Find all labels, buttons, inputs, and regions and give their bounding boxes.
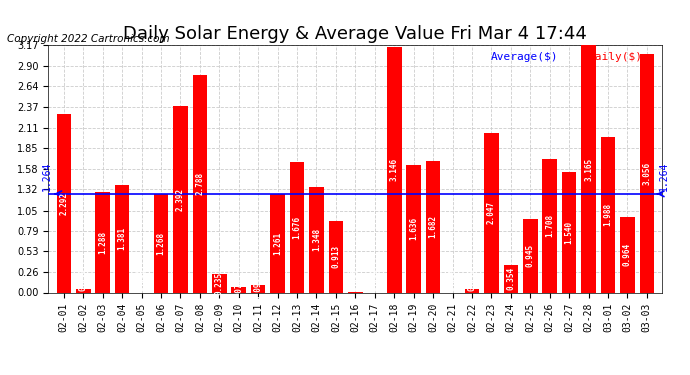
Bar [173, 106, 188, 292]
Text: 3.165: 3.165 [584, 158, 593, 180]
Text: 1.288: 1.288 [98, 231, 107, 254]
Text: 1.381: 1.381 [118, 227, 127, 250]
Bar [76, 289, 90, 292]
Text: 3.056: 3.056 [642, 162, 651, 185]
Bar [484, 133, 499, 292]
Bar [193, 75, 207, 292]
Bar [523, 219, 538, 292]
Bar [231, 287, 246, 292]
Text: 1.540: 1.540 [564, 221, 573, 244]
Bar [581, 45, 596, 292]
Text: 0.964: 0.964 [623, 243, 632, 266]
Text: 3.146: 3.146 [390, 158, 399, 181]
Text: 0.945: 0.945 [526, 244, 535, 267]
Text: 1.268: 1.268 [157, 231, 166, 255]
Bar [426, 161, 440, 292]
Text: 0.040: 0.040 [467, 268, 477, 291]
Bar [309, 187, 324, 292]
Text: Copyright 2022 Cartronics.com: Copyright 2022 Cartronics.com [7, 34, 170, 44]
Text: 0.001: 0.001 [351, 268, 360, 291]
Text: 1.348: 1.348 [312, 228, 321, 252]
Text: 1.682: 1.682 [428, 215, 437, 238]
Text: 0.913: 0.913 [331, 245, 340, 268]
Text: 0.000: 0.000 [137, 268, 146, 291]
Text: 2.788: 2.788 [195, 172, 204, 195]
Text: 2.292: 2.292 [59, 192, 68, 214]
Bar [57, 114, 71, 292]
Bar [95, 192, 110, 292]
Text: 1.636: 1.636 [409, 217, 418, 240]
Bar [504, 265, 518, 292]
Text: 0.000: 0.000 [371, 268, 380, 291]
Bar [640, 54, 654, 292]
Bar [542, 159, 557, 292]
Text: 2.392: 2.392 [176, 188, 185, 211]
Bar [290, 162, 304, 292]
Text: 0.354: 0.354 [506, 267, 515, 290]
Bar [562, 172, 576, 292]
Text: Average($): Average($) [491, 53, 558, 62]
Text: 2.047: 2.047 [487, 201, 496, 224]
Bar [212, 274, 226, 292]
Bar [620, 217, 635, 292]
Bar [601, 137, 615, 292]
Text: 0.094: 0.094 [254, 277, 263, 300]
Bar [251, 285, 266, 292]
Text: 1.264: 1.264 [658, 161, 669, 191]
Bar [115, 184, 130, 292]
Text: 1.261: 1.261 [273, 232, 282, 255]
Bar [406, 165, 421, 292]
Bar [328, 221, 343, 292]
Bar [464, 290, 480, 292]
Bar [270, 194, 285, 292]
Text: 1.264: 1.264 [42, 161, 52, 191]
Title: Daily Solar Energy & Average Value Fri Mar 4 17:44: Daily Solar Energy & Average Value Fri M… [124, 26, 587, 44]
Bar [387, 47, 402, 292]
Text: 0.235: 0.235 [215, 272, 224, 295]
Text: Daily($): Daily($) [589, 53, 642, 62]
Bar [154, 194, 168, 292]
Text: 1.676: 1.676 [293, 216, 302, 238]
Text: 0.000: 0.000 [448, 268, 457, 291]
Text: 1.708: 1.708 [545, 214, 554, 237]
Text: 0.070: 0.070 [234, 278, 244, 302]
Text: 1.988: 1.988 [604, 203, 613, 226]
Text: 0.050: 0.050 [79, 268, 88, 291]
